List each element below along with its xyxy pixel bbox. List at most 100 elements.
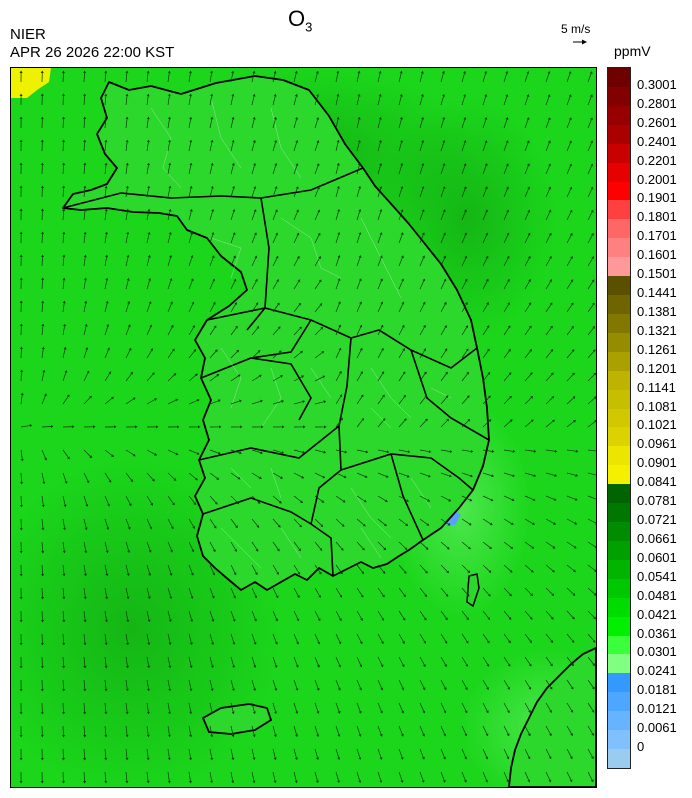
legend-tick-label: 0.1321	[637, 322, 677, 338]
wind-arrow-head	[400, 209, 404, 212]
wind-arrow-head	[236, 349, 239, 353]
wind-arrow-head	[211, 255, 215, 259]
wind-arrow	[461, 420, 469, 428]
wind-arrow	[545, 73, 550, 83]
wind-arrow-head	[442, 186, 446, 189]
wind-arrow-head	[175, 452, 179, 456]
wind-arrow	[335, 165, 339, 175]
wind-arrow-head	[337, 734, 341, 737]
wind-arrow-head	[508, 348, 511, 352]
wind-arrow	[146, 495, 152, 504]
wind-arrow	[587, 211, 593, 221]
wind-arrow-head	[592, 325, 596, 329]
wind-arrow-head	[443, 710, 447, 714]
wind-arrow	[188, 610, 192, 620]
wind-arrow-head	[192, 526, 195, 529]
wind-arrow	[587, 725, 593, 734]
wind-arrow-head	[85, 504, 89, 507]
wind-arrow-head	[445, 594, 449, 597]
wind-arrow	[314, 518, 322, 526]
wind-arrow	[440, 257, 445, 267]
legend-tick-label: 0.1261	[637, 341, 677, 357]
wind-arrow	[230, 304, 236, 313]
wind-arrow-head	[506, 209, 509, 213]
wind-arrow-head	[549, 733, 552, 737]
wind-arrow	[566, 564, 575, 571]
wind-arrow	[398, 73, 402, 83]
wind-arrow	[482, 234, 488, 244]
wind-arrow	[62, 564, 65, 574]
wind-arrow-head	[132, 453, 136, 457]
legend-color-cell	[608, 503, 630, 523]
wind-arrow-head	[550, 372, 554, 376]
wind-arrow-head	[217, 399, 221, 403]
legend-tick-label: 0.0721	[637, 512, 677, 528]
wind-arrow	[62, 495, 66, 505]
wind-arrow-head	[19, 758, 23, 761]
wind-arrow-head	[167, 757, 171, 761]
wind-arrow-head	[234, 549, 237, 552]
wind-arrow-head	[404, 547, 408, 550]
wind-arrow	[272, 633, 277, 643]
wind-arrow	[83, 188, 86, 198]
wind-arrow	[587, 656, 594, 665]
wind-arrow-head	[169, 573, 173, 576]
wind-arrow	[356, 633, 362, 643]
wind-arrow	[419, 96, 423, 106]
wind-arrow	[62, 326, 65, 336]
wind-arrow-head	[280, 375, 283, 378]
wind-arrow-head	[302, 450, 306, 454]
wind-arrow-head	[570, 279, 574, 283]
wind-arrow-head	[41, 323, 45, 327]
wind-arrow-head	[126, 277, 130, 281]
wind-arrow-head	[170, 324, 174, 328]
wind-arrow	[293, 352, 302, 359]
wind-arrow-head	[190, 619, 193, 622]
wind-arrow-head	[340, 417, 343, 421]
wind-arrow	[566, 350, 574, 359]
wind-arrow	[209, 748, 213, 758]
legend-color-cell	[608, 540, 630, 561]
wind-arrow-head	[296, 641, 299, 645]
wind-arrow-head	[190, 596, 194, 599]
wind-arrow	[587, 304, 594, 313]
wind-arrow-head	[63, 504, 67, 508]
wind-arrow-head	[276, 302, 280, 306]
wind-arrow-head	[257, 350, 261, 353]
wind-arrow	[503, 257, 509, 267]
wind-arrow-head	[548, 756, 552, 760]
wind-arrow-head	[448, 498, 452, 502]
wind-arrow-head	[275, 255, 279, 259]
wind-arrow-head	[549, 686, 553, 690]
wind-arrow-head	[463, 140, 467, 143]
wind-arrow	[503, 280, 509, 290]
wind-arrow-head	[252, 780, 256, 784]
wind-arrow-head	[422, 710, 426, 714]
wind-arrow-head	[548, 779, 552, 783]
wind-arrow-head	[41, 596, 44, 600]
wind-arrow-head	[147, 619, 151, 623]
wind-arrow	[419, 280, 425, 290]
wind-arrow	[146, 188, 149, 198]
wind-arrow-head	[401, 255, 404, 259]
wind-arrow	[566, 165, 571, 175]
wind-arrow	[377, 96, 381, 106]
wind-arrow-head	[445, 617, 448, 621]
wind-arrow	[188, 165, 192, 175]
wind-arrow	[335, 610, 341, 620]
wind-arrow-head	[295, 140, 299, 143]
wind-arrow-head	[111, 454, 115, 458]
wind-arrow-head	[424, 395, 428, 398]
wind-arrow-head	[529, 348, 532, 352]
wind-arrow	[356, 725, 361, 735]
wind-arrow	[503, 633, 510, 642]
wind-arrow-head	[399, 93, 403, 97]
wind-arrow-head	[442, 94, 445, 97]
wind-arrow	[440, 449, 450, 452]
wind-arrow-head	[173, 373, 177, 376]
wind-arrow	[167, 188, 171, 198]
wind-arrow	[545, 610, 553, 618]
wind-arrow	[461, 350, 468, 359]
wind-arrow-head	[150, 348, 153, 352]
legend-tick-label: 0.0361	[637, 625, 677, 641]
